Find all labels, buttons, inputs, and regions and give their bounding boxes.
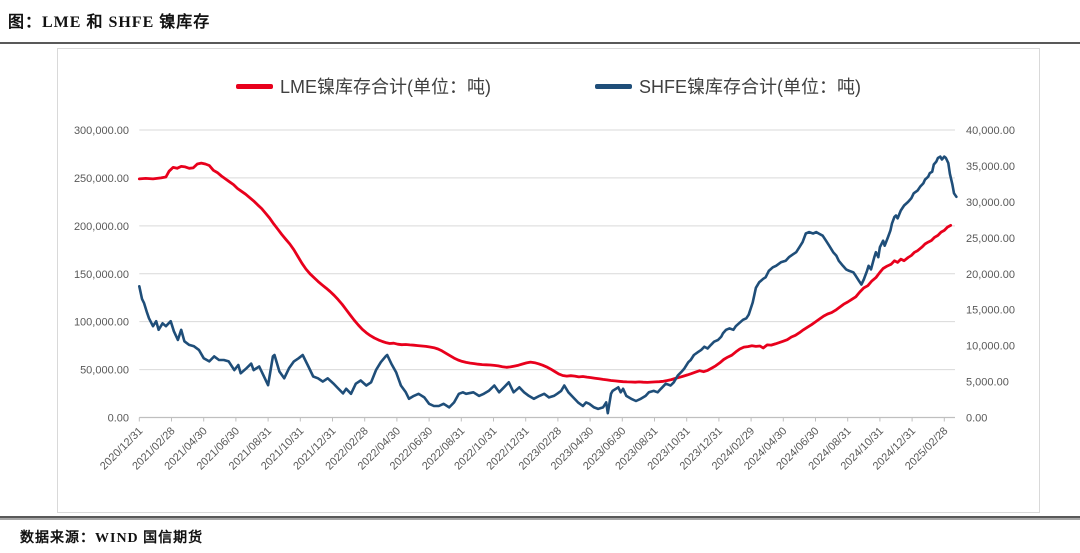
- y-axis-tick-label-right: 0.00: [966, 413, 987, 425]
- y-axis-tick-label-right: 35,000.00: [966, 161, 1015, 173]
- data-source-note: 数据来源：WIND 国信期货: [20, 531, 204, 546]
- y-axis-tick-label-left: 50,000.00: [80, 365, 129, 377]
- legend-item-lme: LME镍库存合计(单位：吨): [236, 73, 491, 99]
- page-title: 图：LME 和 SHFE 镍库存: [8, 14, 211, 31]
- y-axis-tick-label-left: 250,000.00: [74, 173, 129, 185]
- lme-series-line: [137, 161, 953, 384]
- y-axis-tick-label-right: 5,000.00: [966, 377, 1009, 389]
- y-axis-tick-label-left: 0.00: [108, 413, 129, 425]
- y-axis-tick-label-right: 10,000.00: [966, 341, 1015, 353]
- shfe-legend-label: SHFE镍库存合计(单位：吨): [639, 77, 861, 97]
- lme-legend-marker: [236, 83, 273, 89]
- y-axis-tick-label-left: 150,000.00: [74, 269, 129, 281]
- plot-svg: 2020/12/312021/02/282021/04/302021/06/30…: [74, 125, 1015, 473]
- y-axis-tick-label-right: 20,000.00: [966, 269, 1015, 281]
- lme-legend-label: LME镍库存合计(单位：吨): [280, 77, 491, 97]
- y-axis-tick-label-right: 40,000.00: [966, 125, 1015, 137]
- shfe-legend-marker: [595, 83, 632, 89]
- chart-legend: LME镍库存合计(单位：吨) SHFE镍库存合计(单位：吨): [58, 73, 1039, 99]
- top-divider: [0, 42, 1080, 44]
- legend-item-shfe: SHFE镍库存合计(单位：吨): [595, 73, 861, 99]
- y-axis-tick-label-right: 15,000.00: [966, 305, 1015, 317]
- y-axis-tick-label-left: 100,000.00: [74, 317, 129, 329]
- y-axis-tick-label-left: 300,000.00: [74, 125, 129, 137]
- y-axis-tick-label-right: 30,000.00: [966, 197, 1015, 209]
- chart-container: LME镍库存合计(单位：吨) SHFE镍库存合计(单位：吨) 2020/12/3…: [57, 48, 1040, 513]
- y-axis-tick-label-left: 200,000.00: [74, 221, 129, 233]
- shfe-series-line: [138, 155, 958, 415]
- y-axis-tick-label-right: 25,000.00: [966, 233, 1015, 245]
- bottom-divider: [0, 516, 1080, 520]
